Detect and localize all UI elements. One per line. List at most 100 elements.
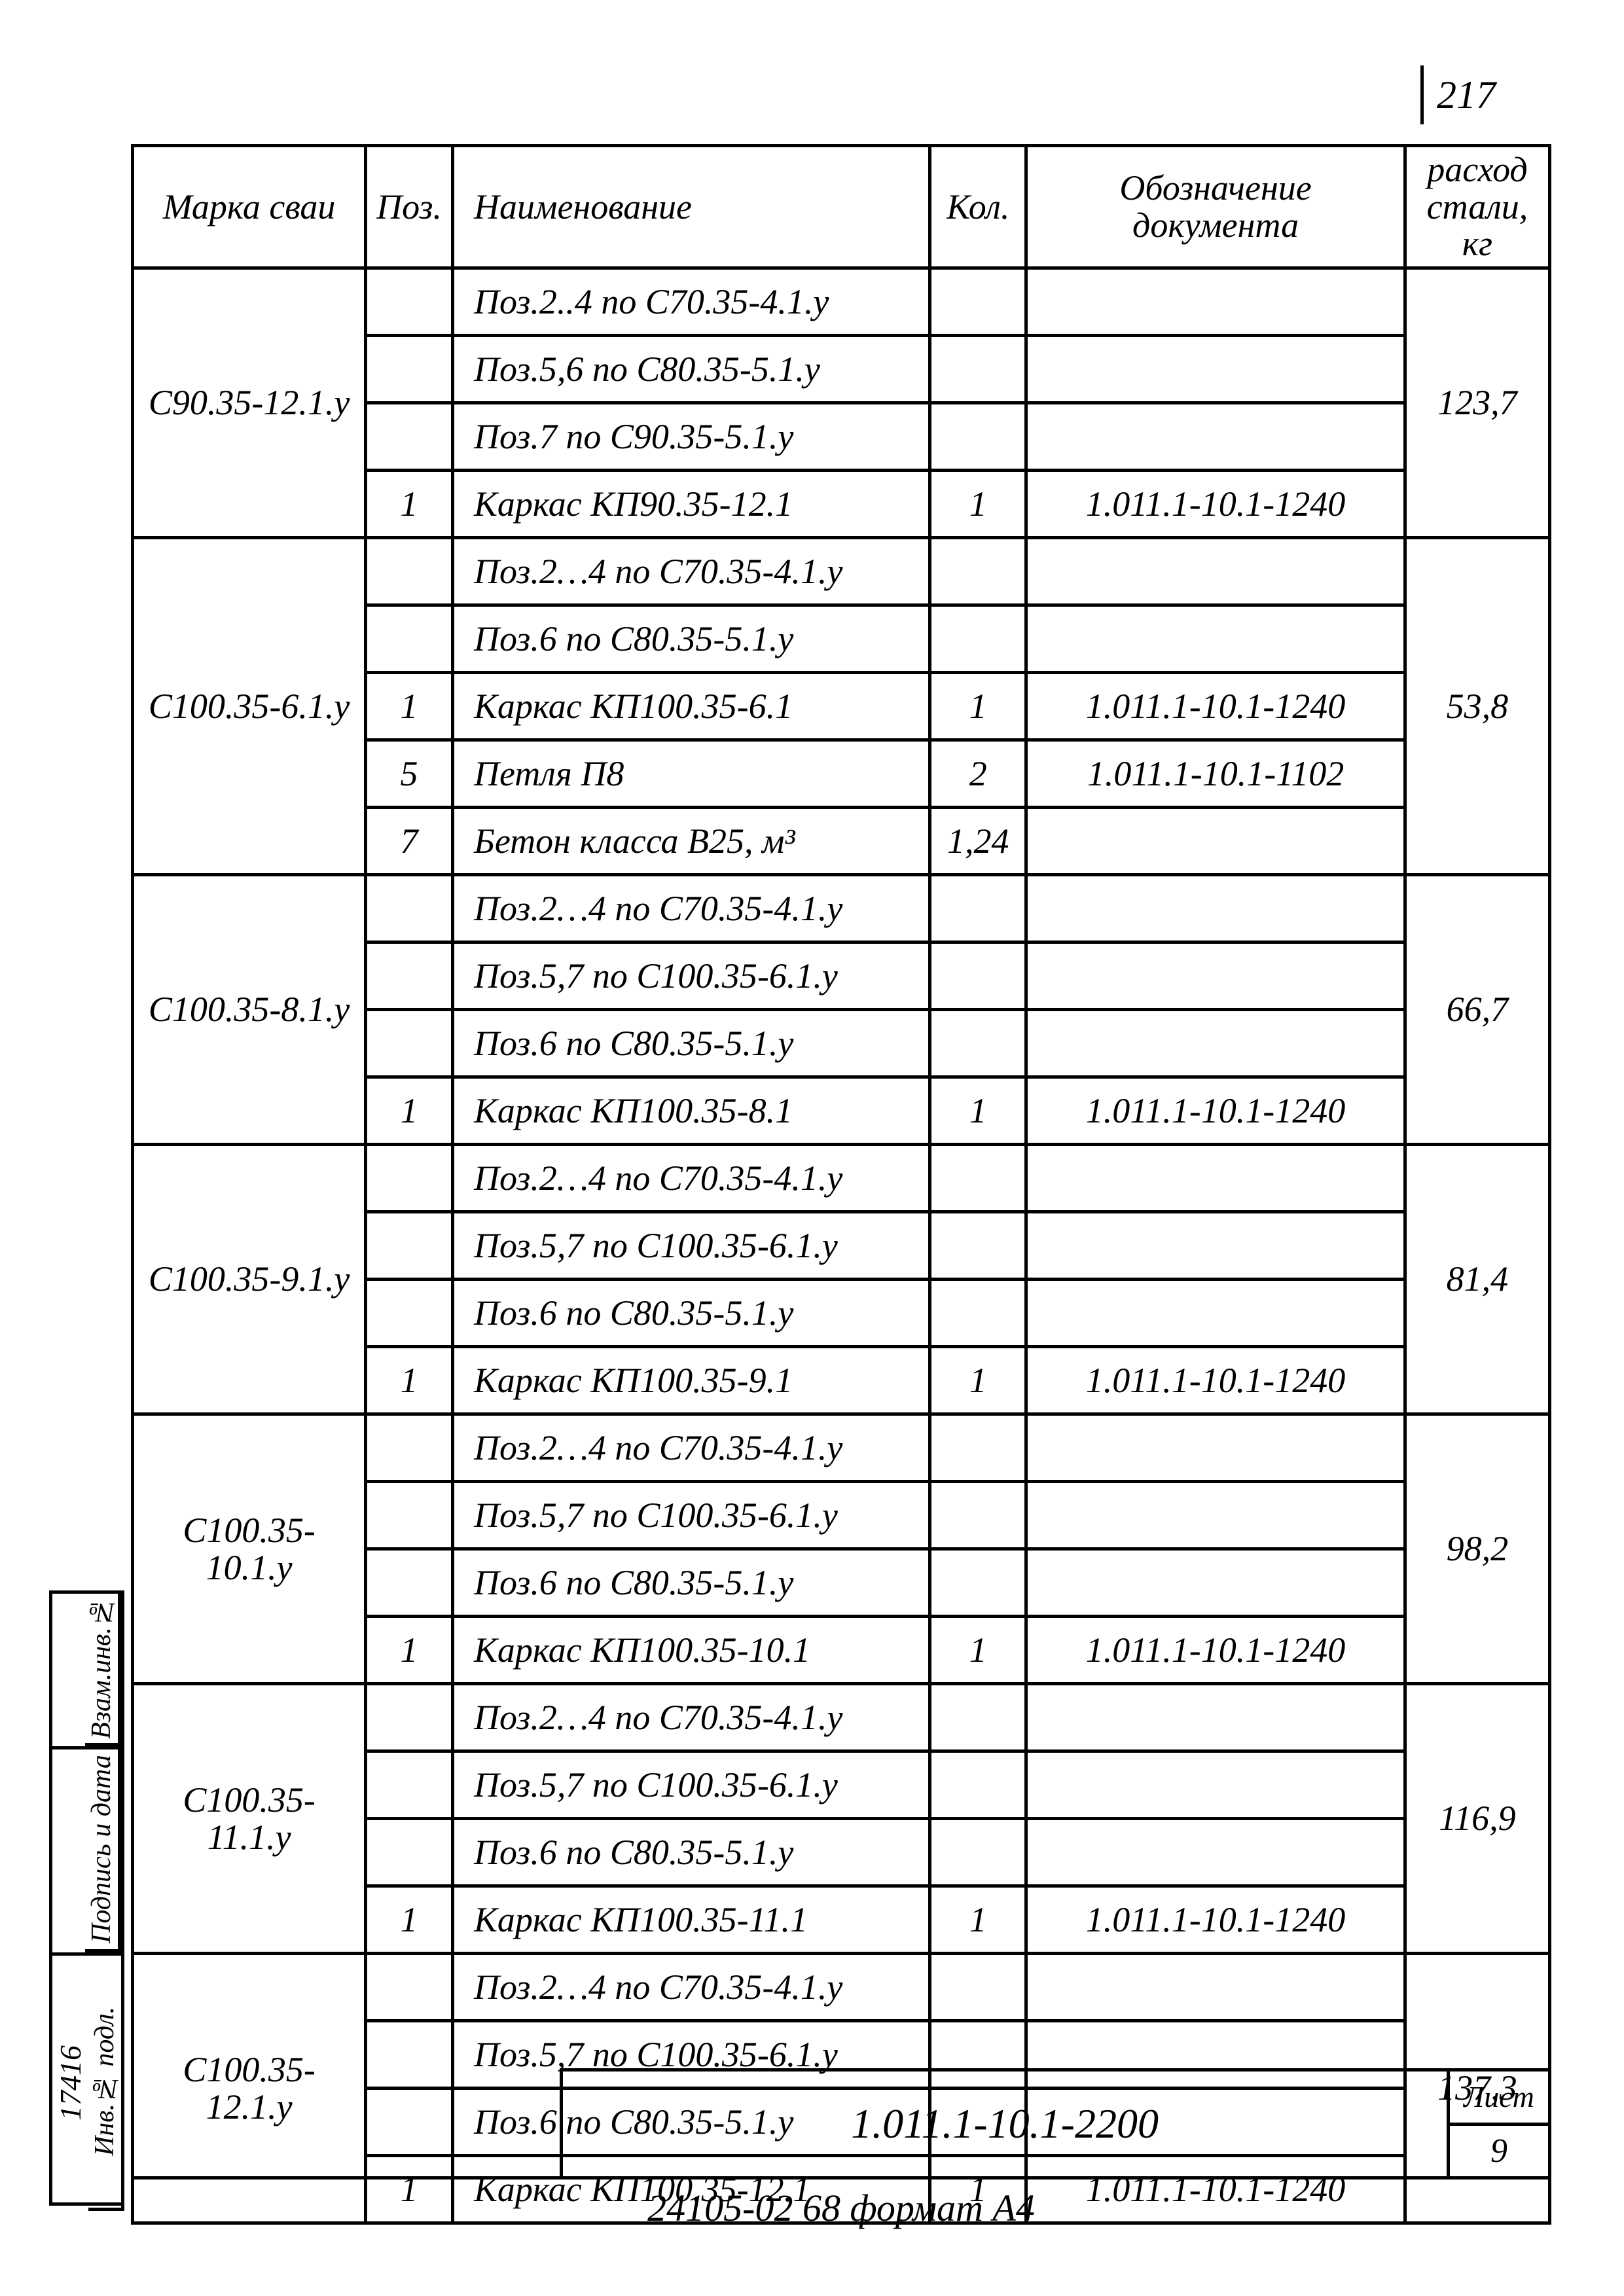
cell-naim: Поз.6 по С80.35-5.1.у: [452, 1819, 929, 1886]
cell-naim: Каркас КП100.35-9.1: [452, 1347, 929, 1414]
cell-poz: [366, 942, 453, 1010]
table-row: С90.35-12.1.уПоз.2..4 по С70.35-4.1.у123…: [133, 268, 1550, 336]
cell-oboz: 1.011.1-10.1-1102: [1026, 740, 1405, 808]
cell-kol: [930, 1954, 1026, 2021]
cell-poz: [366, 1212, 453, 1280]
cell-poz: 7: [366, 808, 453, 875]
cell-kol: 1: [930, 1347, 1026, 1414]
cell-naim: Поз.5,6 по С80.35-5.1.у: [452, 336, 929, 403]
cell-poz: [366, 1954, 453, 2021]
cell-ras: 116,9: [1405, 1684, 1549, 1954]
cell-oboz: [1026, 1751, 1405, 1819]
table-row: С100.35-8.1.уПоз.2…4 по С70.35-4.1.у66,7: [133, 875, 1550, 942]
cell-naim: Поз.2…4 по С70.35-4.1.у: [452, 1954, 929, 2021]
cell-oboz: [1026, 1819, 1405, 1886]
cell-poz: [366, 268, 453, 336]
cell-oboz: 1.011.1-10.1-1240: [1026, 471, 1405, 538]
cell-kol: [930, 1280, 1026, 1347]
cell-kol: [930, 1549, 1026, 1617]
cell-naim: Петля П8: [452, 740, 929, 808]
sidestrip-blank: [52, 1594, 85, 1746]
sidestrip-inv-number: 17416: [52, 1956, 88, 2211]
cell-marka: С100.35-6.1.у: [133, 538, 366, 875]
cell-poz: [366, 605, 453, 673]
cell-naim: Поз.2..4 по С70.35-4.1.у: [452, 268, 929, 336]
cell-naim: Каркас КП100.35-6.1: [452, 673, 929, 740]
cell-oboz: [1026, 1280, 1405, 1347]
cell-poz: [366, 1482, 453, 1549]
cell-kol: [930, 605, 1026, 673]
cell-kol: [930, 403, 1026, 471]
cell-kol: [930, 336, 1026, 403]
cell-naim: Поз.5,7 по С100.35-6.1.у: [452, 1751, 929, 1819]
cell-kol: [930, 875, 1026, 942]
cell-oboz: 1.011.1-10.1-1240: [1026, 1077, 1405, 1145]
cell-kol: 2: [930, 740, 1026, 808]
cell-poz: [366, 538, 453, 605]
cell-poz: [366, 1010, 453, 1077]
cell-kol: 1: [930, 471, 1026, 538]
cell-poz: 1: [366, 1077, 453, 1145]
cell-poz: [366, 1414, 453, 1482]
cell-ras: 98,2: [1405, 1414, 1549, 1684]
header-kol: Кол.: [930, 146, 1026, 268]
sidestrip-label-3: Инв.№ подл.: [88, 1956, 124, 2211]
cell-marka: С100.35-8.1.у: [133, 875, 366, 1145]
page-number: 217: [1420, 65, 1496, 124]
revision-sidestrip: Взам.инв.№ Подпись и дата 17416 Инв.№ по…: [49, 1590, 124, 2206]
cell-kol: 1: [930, 1617, 1026, 1684]
cell-oboz: 1.011.1-10.1-1240: [1026, 673, 1405, 740]
sidestrip-blank: [52, 1749, 85, 1952]
cell-naim: Поз.6 по С80.35-5.1.у: [452, 1010, 929, 1077]
cell-poz: [366, 1819, 453, 1886]
cell-oboz: [1026, 942, 1405, 1010]
cell-kol: [930, 1414, 1026, 1482]
cell-oboz: 1.011.1-10.1-1240: [1026, 1617, 1405, 1684]
sidestrip-label-1: Взам.инв.№: [85, 1594, 121, 1746]
header-naim: Наименование: [452, 146, 929, 268]
title-block-code: 1.011.1-10.1-2200: [563, 2072, 1447, 2176]
cell-naim: Бетон класса В25, м³: [452, 808, 929, 875]
table-row: С100.35-6.1.уПоз.2…4 по С70.35-4.1.у53,8: [133, 538, 1550, 605]
table-row: С100.35-11.1.уПоз.2…4 по С70.35-4.1.у116…: [133, 1684, 1550, 1751]
cell-ras: 66,7: [1405, 875, 1549, 1145]
cell-kol: 1: [930, 673, 1026, 740]
cell-kol: [930, 1684, 1026, 1751]
cell-kol: [930, 1010, 1026, 1077]
cell-poz: 1: [366, 673, 453, 740]
cell-naim: Поз.2…4 по С70.35-4.1.у: [452, 1414, 929, 1482]
cell-kol: [930, 538, 1026, 605]
cell-oboz: [1026, 268, 1405, 336]
spec-table-wrapper: Марка сваи Поз. Наименование Кол. Обозна…: [131, 144, 1551, 2225]
header-oboz: Обозначение документа: [1026, 146, 1405, 268]
cell-kol: [930, 1751, 1026, 1819]
cell-kol: 1: [930, 1077, 1026, 1145]
cell-naim: Поз.7 по С90.35-5.1.у: [452, 403, 929, 471]
cell-poz: 1: [366, 1886, 453, 1954]
cell-naim: Поз.5,7 по С100.35-6.1.у: [452, 942, 929, 1010]
cell-marka: С90.35-12.1.у: [133, 268, 366, 538]
footer-text: 24105-02 68 формат А4: [131, 2186, 1551, 2230]
cell-poz: [366, 403, 453, 471]
cell-naim: Каркас КП100.35-10.1: [452, 1617, 929, 1684]
cell-oboz: [1026, 538, 1405, 605]
cell-oboz: 1.011.1-10.1-1240: [1026, 1347, 1405, 1414]
cell-kol: [930, 942, 1026, 1010]
table-row: С100.35-12.1.уПоз.2…4 по С70.35-4.1.у137…: [133, 1954, 1550, 2021]
title-block: 1.011.1-10.1-2200 Лист 9: [131, 2068, 1551, 2179]
cell-kol: [930, 1145, 1026, 1212]
cell-kol: [930, 1212, 1026, 1280]
cell-oboz: [1026, 1684, 1405, 1751]
cell-naim: Поз.5,7 по С100.35-6.1.у: [452, 1482, 929, 1549]
cell-ras: 81,4: [1405, 1145, 1549, 1414]
cell-naim: Каркас КП100.35-8.1: [452, 1077, 929, 1145]
cell-oboz: [1026, 1010, 1405, 1077]
cell-kol: 1: [930, 1886, 1026, 1954]
cell-poz: [366, 1145, 453, 1212]
spec-table: Марка сваи Поз. Наименование Кол. Обозна…: [131, 144, 1551, 2225]
sheet-label: Лист: [1450, 2072, 1548, 2126]
cell-oboz: [1026, 1954, 1405, 2021]
cell-naim: Поз.5,7 по С100.35-6.1.у: [452, 1212, 929, 1280]
cell-poz: [366, 1751, 453, 1819]
cell-kol: [930, 1819, 1026, 1886]
